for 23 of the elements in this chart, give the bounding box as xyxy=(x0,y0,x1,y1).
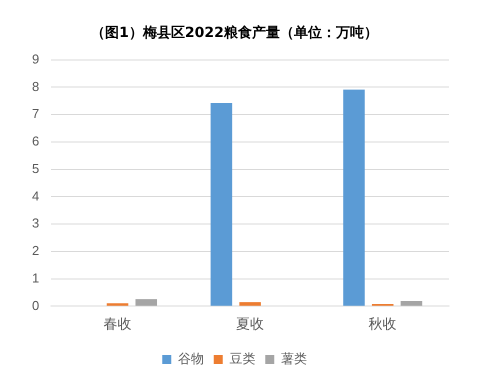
y-tick-label: 0 xyxy=(32,298,40,313)
y-tick-label: 8 xyxy=(32,78,40,94)
chart-title: （图1）梅县区2022粮食产量（单位：万吨） xyxy=(91,24,378,42)
legend-label: 薯类 xyxy=(280,351,307,366)
legend-label: 豆类 xyxy=(229,351,256,366)
y-tick-label: 2 xyxy=(32,243,40,258)
y-tick-label: 4 xyxy=(32,188,40,204)
bar xyxy=(135,299,158,306)
legend-label: 谷物 xyxy=(178,351,204,366)
y-tick-label: 7 xyxy=(32,106,40,122)
bar xyxy=(210,103,232,306)
x-tick-label: 夏收 xyxy=(236,315,264,332)
y-tick-label: 9 xyxy=(32,51,40,66)
bar xyxy=(106,303,128,306)
y-tick-label: 3 xyxy=(32,216,40,231)
bar xyxy=(239,302,261,306)
y-tick-label: 6 xyxy=(32,134,40,149)
x-tick-label: 春收 xyxy=(104,315,132,332)
x-tick-label: 秋收 xyxy=(368,315,397,332)
y-tick-label: 1 xyxy=(32,270,40,286)
bar xyxy=(400,301,422,306)
bar xyxy=(343,90,365,306)
y-tick-label: 5 xyxy=(32,160,40,176)
